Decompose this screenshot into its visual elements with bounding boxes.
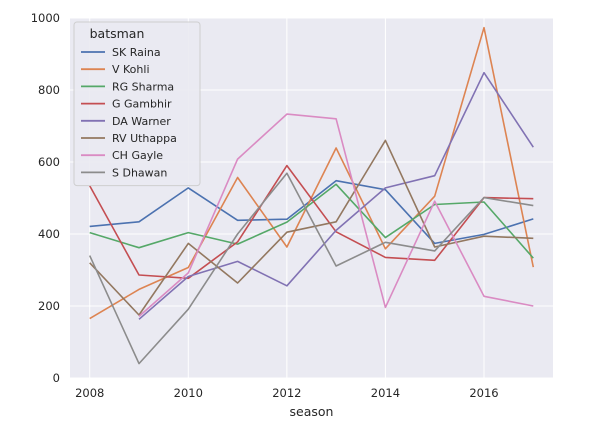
- x-tick-label: 2008: [75, 386, 104, 400]
- y-tick-label: 400: [38, 227, 60, 241]
- legend-label: SK Raina: [112, 46, 161, 59]
- y-tick-label: 800: [38, 83, 60, 97]
- x-tick-label: 2014: [371, 386, 400, 400]
- legend-title: batsman: [90, 26, 145, 41]
- x-tick-label: 2010: [174, 386, 203, 400]
- y-axis-ticks: 0 200 400 600 800 1000: [31, 11, 60, 385]
- legend-label: S Dhawan: [112, 166, 167, 179]
- x-axis-label: season: [290, 404, 334, 419]
- legend-label: V Kohli: [112, 63, 150, 76]
- legend-label: CH Gayle: [112, 149, 163, 162]
- x-tick-label: 2012: [272, 386, 301, 400]
- y-tick-label: 1000: [31, 11, 60, 25]
- x-axis-ticks: 2008 2010 2012 2014 2016: [75, 386, 499, 400]
- y-tick-label: 600: [38, 155, 60, 169]
- legend-label: RG Sharma: [112, 80, 174, 93]
- legend-label: RV Uthappa: [112, 132, 177, 145]
- y-tick-label: 0: [53, 371, 60, 385]
- x-tick-label: 2016: [469, 386, 498, 400]
- legend: batsman SK Raina V Kohli RG Sharma G Gambhi…: [74, 22, 200, 186]
- legend-label: G Gambhir: [112, 98, 172, 111]
- legend-label: DA Warner: [112, 115, 171, 128]
- y-tick-label: 200: [38, 299, 60, 313]
